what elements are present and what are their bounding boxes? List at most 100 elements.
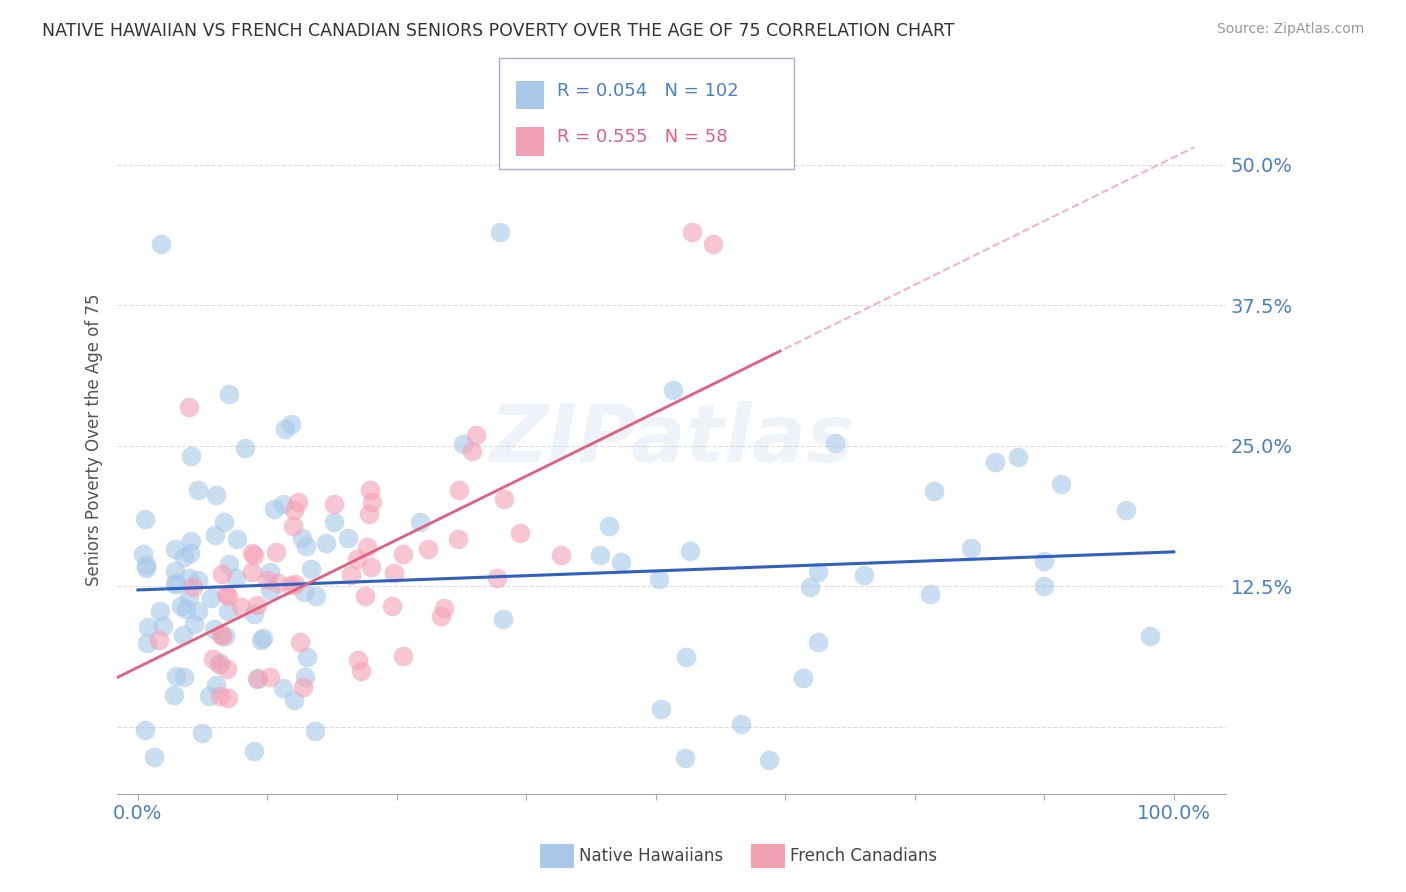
Point bbox=[337, 532, 360, 546]
Point bbox=[217, 589, 239, 603]
Point bbox=[249, 632, 271, 647]
Point bbox=[983, 455, 1005, 469]
Point bbox=[136, 635, 159, 649]
Point bbox=[242, 607, 264, 621]
Point bbox=[360, 483, 382, 497]
Point bbox=[758, 753, 780, 767]
Point bbox=[354, 589, 377, 603]
Point bbox=[283, 519, 305, 533]
Point bbox=[264, 545, 287, 559]
Text: NATIVE HAWAIIAN VS FRENCH CANADIAN SENIORS POVERTY OVER THE AGE OF 75 CORRELATIO: NATIVE HAWAIIAN VS FRENCH CANADIAN SENIO… bbox=[42, 22, 955, 40]
Point bbox=[295, 539, 318, 553]
Point bbox=[673, 751, 696, 765]
Point bbox=[465, 427, 488, 442]
Point bbox=[200, 591, 222, 605]
Point bbox=[209, 657, 232, 671]
Point bbox=[280, 417, 302, 431]
Point bbox=[1007, 450, 1029, 464]
Point bbox=[305, 589, 328, 603]
Point bbox=[433, 600, 456, 615]
Point bbox=[360, 495, 382, 509]
Point bbox=[225, 532, 247, 546]
Text: Source: ZipAtlas.com: Source: ZipAtlas.com bbox=[1216, 22, 1364, 37]
Point bbox=[242, 744, 264, 758]
Point bbox=[205, 678, 228, 692]
Point bbox=[172, 628, 194, 642]
Point bbox=[163, 577, 186, 591]
Point bbox=[382, 566, 405, 580]
Point bbox=[180, 449, 202, 463]
Point bbox=[143, 749, 166, 764]
Point bbox=[315, 535, 337, 549]
Point bbox=[283, 692, 305, 706]
Text: R = 0.054   N = 102: R = 0.054 N = 102 bbox=[557, 82, 738, 100]
Point bbox=[391, 648, 413, 663]
Text: R = 0.555   N = 58: R = 0.555 N = 58 bbox=[557, 128, 727, 146]
Point bbox=[201, 651, 224, 665]
Point bbox=[198, 689, 221, 703]
Point bbox=[218, 558, 240, 572]
Point bbox=[679, 544, 702, 558]
Point bbox=[163, 689, 186, 703]
Point bbox=[271, 497, 294, 511]
Point bbox=[295, 650, 318, 665]
Point bbox=[259, 670, 281, 684]
Point bbox=[323, 515, 346, 529]
Point bbox=[290, 634, 312, 648]
Point bbox=[252, 631, 274, 645]
Point bbox=[357, 507, 380, 521]
Point bbox=[730, 716, 752, 731]
Point bbox=[792, 671, 814, 685]
Point bbox=[240, 546, 263, 560]
Point bbox=[173, 549, 195, 564]
Point bbox=[610, 555, 633, 569]
Text: French Canadians: French Canadians bbox=[790, 847, 938, 865]
Point bbox=[284, 577, 307, 591]
Point bbox=[173, 670, 195, 684]
Point bbox=[204, 527, 226, 541]
Point bbox=[132, 547, 155, 561]
Point bbox=[211, 566, 233, 581]
Point bbox=[292, 584, 315, 599]
Point bbox=[187, 574, 209, 588]
Point bbox=[852, 568, 875, 582]
Point bbox=[675, 649, 697, 664]
Point bbox=[217, 604, 239, 618]
Point bbox=[209, 627, 232, 641]
Point bbox=[259, 582, 281, 597]
Point bbox=[135, 558, 157, 573]
Point bbox=[485, 571, 508, 585]
Point bbox=[1033, 554, 1056, 568]
Point bbox=[340, 567, 363, 582]
Point bbox=[243, 549, 266, 563]
Point bbox=[208, 689, 231, 703]
Point bbox=[225, 571, 247, 585]
Point bbox=[187, 604, 209, 618]
Point bbox=[247, 671, 270, 685]
Point bbox=[807, 565, 830, 579]
Point bbox=[179, 571, 201, 585]
Point bbox=[1033, 579, 1056, 593]
Point bbox=[240, 565, 263, 579]
Point bbox=[588, 548, 610, 562]
Point bbox=[349, 665, 371, 679]
Point bbox=[283, 502, 305, 516]
Point bbox=[598, 519, 620, 533]
Point bbox=[163, 541, 186, 556]
Point bbox=[215, 662, 238, 676]
Point bbox=[170, 599, 193, 613]
Point bbox=[416, 542, 439, 557]
Point bbox=[208, 657, 231, 671]
Point bbox=[214, 629, 236, 643]
Point bbox=[1139, 629, 1161, 643]
Point bbox=[235, 441, 257, 455]
Point bbox=[806, 635, 828, 649]
Point bbox=[447, 483, 470, 498]
Point bbox=[409, 515, 432, 529]
Point bbox=[509, 525, 531, 540]
Point bbox=[202, 622, 225, 636]
Point bbox=[662, 383, 685, 397]
Point bbox=[215, 587, 238, 601]
Point bbox=[799, 581, 821, 595]
Point bbox=[650, 702, 672, 716]
